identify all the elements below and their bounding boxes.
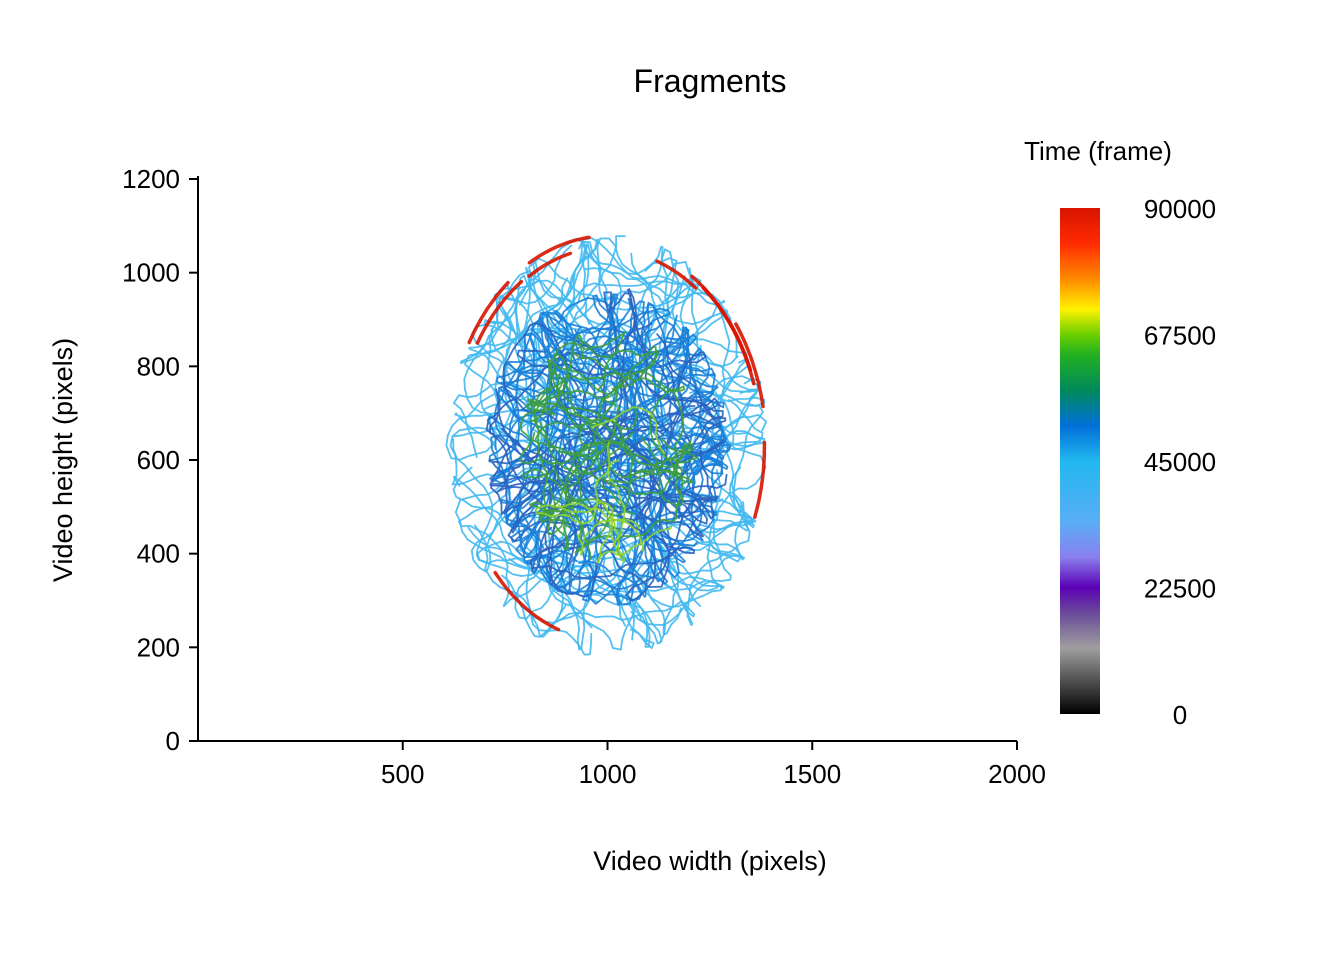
trajectory-fragment — [547, 311, 686, 564]
trajectory-fragment — [507, 466, 651, 648]
trajectory-fragment — [529, 441, 620, 551]
trajectory-fragment — [529, 488, 695, 579]
trajectory-fragment — [527, 235, 591, 265]
colorbar-ticks: 0 22500 45000 67500 90000 — [1144, 194, 1216, 730]
trajectory-fragment — [475, 279, 524, 345]
trajectory-fragment — [490, 439, 704, 538]
series-2 — [485, 288, 728, 602]
trajectory-fragment — [550, 261, 759, 393]
trajectory-fragment — [553, 331, 626, 391]
y-tick-label: 1000 — [122, 258, 180, 288]
trajectory-fragment — [517, 349, 721, 428]
trajectory-fragment — [619, 470, 684, 539]
trajectory-fragment — [753, 440, 767, 519]
colorbar-tick-label: 0 — [1173, 700, 1187, 730]
series-5 — [467, 235, 767, 632]
trajectory-fragment — [550, 461, 623, 535]
trajectory-fragment — [606, 292, 673, 453]
trajectory-fragment — [468, 237, 588, 410]
x-tick-label: 500 — [381, 759, 424, 789]
y-tick-label: 400 — [137, 539, 180, 569]
trajectory-fragment — [521, 468, 577, 502]
trajectory-fragment — [630, 469, 732, 626]
trajectory-fragment — [495, 291, 629, 494]
trajectory-fragment — [452, 438, 583, 564]
trajectory-fragment — [624, 359, 716, 542]
trajectory-fragment — [539, 421, 635, 515]
trajectory-fragment — [701, 286, 756, 386]
trajectory-fragment — [625, 351, 717, 602]
trajectory-fragment — [489, 442, 719, 518]
trajectory-fragment — [576, 518, 641, 556]
y-tick-label: 800 — [137, 351, 180, 381]
trajectory-fragment — [525, 353, 601, 426]
trajectory-fragment — [616, 438, 698, 467]
trajectory-fragment — [557, 498, 626, 562]
trajectory-fragment — [538, 431, 635, 560]
trajectory-fragment — [591, 406, 666, 455]
trajectory-fragment — [585, 456, 757, 563]
colorbar-tick-label: 67500 — [1144, 321, 1216, 351]
trajectory-fragment — [541, 487, 718, 579]
trajectory-fragment — [546, 432, 634, 535]
legend-title: Time (frame) — [1024, 136, 1172, 166]
trajectory-fragment — [527, 251, 573, 278]
trajectory-fragment — [537, 312, 729, 486]
trajectory-fragment — [508, 332, 580, 469]
x-axis-title: Video width (pixels) — [593, 846, 827, 876]
trajectory-fragment — [484, 235, 626, 410]
x-tick-label: 1500 — [783, 759, 841, 789]
colorbar-tick-label: 45000 — [1144, 447, 1216, 477]
trajectory-fragment — [527, 389, 617, 416]
trajectory-fragment — [493, 570, 561, 632]
trajectory-fragment — [467, 280, 510, 345]
colorbar — [1060, 208, 1100, 714]
trajectory-fragment — [529, 363, 596, 463]
trajectory-fragment — [527, 398, 637, 434]
trajectory-fragment — [570, 303, 693, 492]
trajectory-fragment — [593, 374, 722, 476]
x-tick-label: 1000 — [579, 759, 637, 789]
y-tick-label: 1200 — [122, 164, 180, 194]
trajectory-fragment — [475, 540, 593, 629]
trajectory-fragment — [606, 441, 626, 546]
trajectory-fragment — [583, 314, 704, 542]
trajectory-fragment — [559, 397, 720, 444]
y-axis-title: Video height (pixels) — [48, 338, 78, 582]
trajectory-fragment — [489, 388, 578, 586]
chart-title: Fragments — [634, 63, 787, 99]
trajectory-fragment — [582, 243, 665, 325]
trajectory-tracks — [445, 235, 768, 656]
trajectory-fragment — [534, 383, 625, 440]
y-tick-label: 0 — [166, 726, 180, 756]
trajectory-fragment — [629, 439, 725, 537]
trajectory-fragment — [523, 322, 573, 557]
y-tick-label: 200 — [137, 632, 180, 662]
colorbar-tick-label: 90000 — [1144, 194, 1216, 224]
trajectory-fragment — [574, 505, 617, 554]
trajectory-fragment — [486, 415, 610, 595]
trajectory-fragment — [596, 520, 673, 564]
x-axis-ticks: 500 1000 1500 2000 — [381, 741, 1046, 789]
trajectory-fragment — [571, 351, 686, 475]
trajectory-fragment — [563, 384, 728, 496]
color-legend: Time (frame) 0 22500 45000 67500 90000 — [1024, 136, 1216, 730]
series-3 — [519, 331, 698, 560]
series-4 — [535, 406, 673, 564]
y-axis-ticks: 0 200 400 600 800 1000 1200 — [122, 164, 198, 756]
colorbar-tick-label: 22500 — [1144, 574, 1216, 604]
trajectory-fragment — [569, 240, 748, 458]
x-tick-label: 2000 — [988, 759, 1046, 789]
trajectory-fragment — [734, 322, 765, 409]
trajectory-fragment — [538, 307, 671, 379]
y-tick-label: 600 — [137, 445, 180, 475]
trajectory-fragment — [573, 300, 646, 493]
trajectory-fragment — [578, 338, 657, 400]
trajectory-fragment — [564, 405, 620, 544]
trajectory-fragment — [655, 259, 698, 290]
trajectory-fragment — [557, 349, 659, 431]
trajectory-fragment — [630, 252, 731, 461]
trajectory-fragment — [538, 444, 589, 520]
